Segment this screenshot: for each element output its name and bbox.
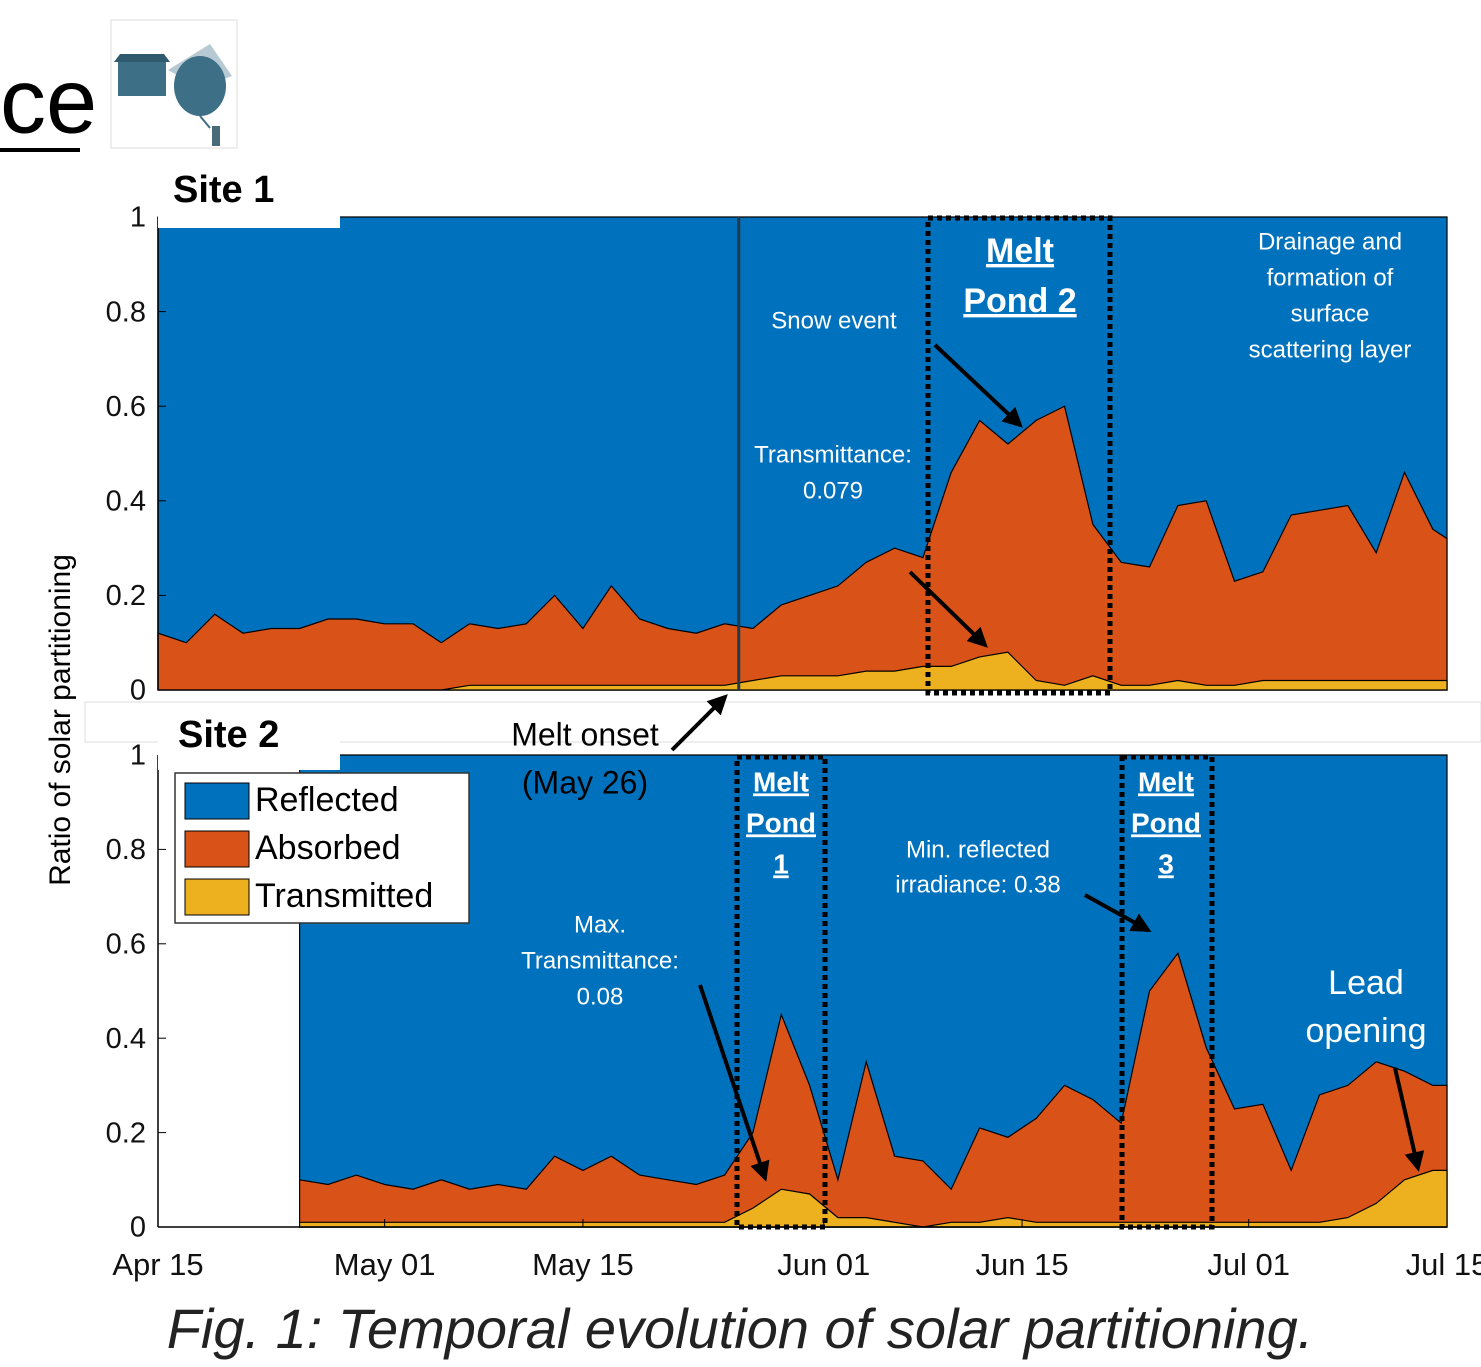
y-tick-label: 0.2 [106, 580, 146, 612]
x-tick-label: Jul 01 [1207, 1247, 1290, 1282]
annotation: Snow event [771, 307, 897, 334]
slide-title: ce [0, 50, 97, 152]
y-tick-label: 0.4 [106, 485, 146, 517]
annotation: Lead [1328, 964, 1404, 1002]
annotation: Transmittance: [521, 947, 679, 974]
y-tick-label: 0.4 [106, 1023, 146, 1055]
x-tick-label: Jun 15 [976, 1247, 1069, 1282]
annotation: Melt [1138, 766, 1194, 797]
annotation: 0.079 [803, 477, 863, 504]
annotation: 0.08 [577, 983, 624, 1010]
icon [111, 20, 237, 148]
y-tick-label: 0.8 [106, 834, 146, 866]
panel-separator [85, 702, 1481, 742]
y-tick-label: 0.8 [106, 296, 146, 328]
annotation: irradiance: 0.38 [895, 871, 1060, 898]
annotation: scattering layer [1249, 336, 1412, 363]
legend-label: Reflected [255, 781, 399, 819]
annotation: Min. reflected [906, 836, 1050, 863]
annotation: 1 [773, 848, 789, 879]
panel-label: Site 1 [173, 169, 274, 211]
y-tick-label: 0 [130, 1212, 146, 1244]
annotation: Melt [753, 766, 809, 797]
annotation: Melt onset [511, 716, 659, 752]
caption: Fig. 1: Temporal evolution of solar part… [167, 1297, 1314, 1360]
y-axis-label: Ratio of solar partitioning [44, 554, 77, 886]
y-tick-label: 0 [130, 675, 146, 707]
y-tick-label: 1 [130, 740, 146, 772]
x-tick-label: May 15 [532, 1247, 634, 1282]
page: { "slide_title_fragment": "ce", "caption… [0, 0, 1481, 1367]
annotation: 3 [1158, 848, 1174, 879]
legend-label: Absorbed [255, 829, 401, 867]
annotation: formation of [1267, 264, 1394, 291]
annotation: Pond [1131, 807, 1201, 838]
x-tick-label: May 01 [334, 1247, 436, 1282]
x-tick-label: Jun 01 [777, 1247, 870, 1282]
panel-label: Site 2 [178, 714, 279, 756]
annotation: Pond [746, 807, 816, 838]
x-tick-label: Apr 15 [112, 1247, 203, 1282]
y-tick-label: 0.6 [106, 928, 146, 960]
x-tick-label: Jul 15 [1406, 1247, 1481, 1282]
annotation: opening [1305, 1012, 1426, 1050]
legend-swatch [185, 831, 249, 867]
annotation: Pond 2 [963, 282, 1076, 320]
legend-swatch [185, 879, 249, 915]
y-tick-label: 0.2 [106, 1117, 146, 1149]
annotation: (May 26) [522, 764, 648, 800]
legend-label: Transmitted [255, 877, 433, 915]
legend-swatch [185, 783, 249, 819]
y-tick-label: 1 [130, 202, 146, 234]
annotation: Melt [986, 232, 1054, 270]
y-tick-label: 0.6 [106, 391, 146, 423]
annotation: Max. [574, 911, 626, 938]
annotation: surface [1291, 300, 1370, 327]
annotation: Transmittance: [754, 441, 912, 468]
figure: ce Fig. 1: Temporal evolution of solar p… [0, 0, 1481, 1367]
annotation: Drainage and [1258, 228, 1402, 255]
